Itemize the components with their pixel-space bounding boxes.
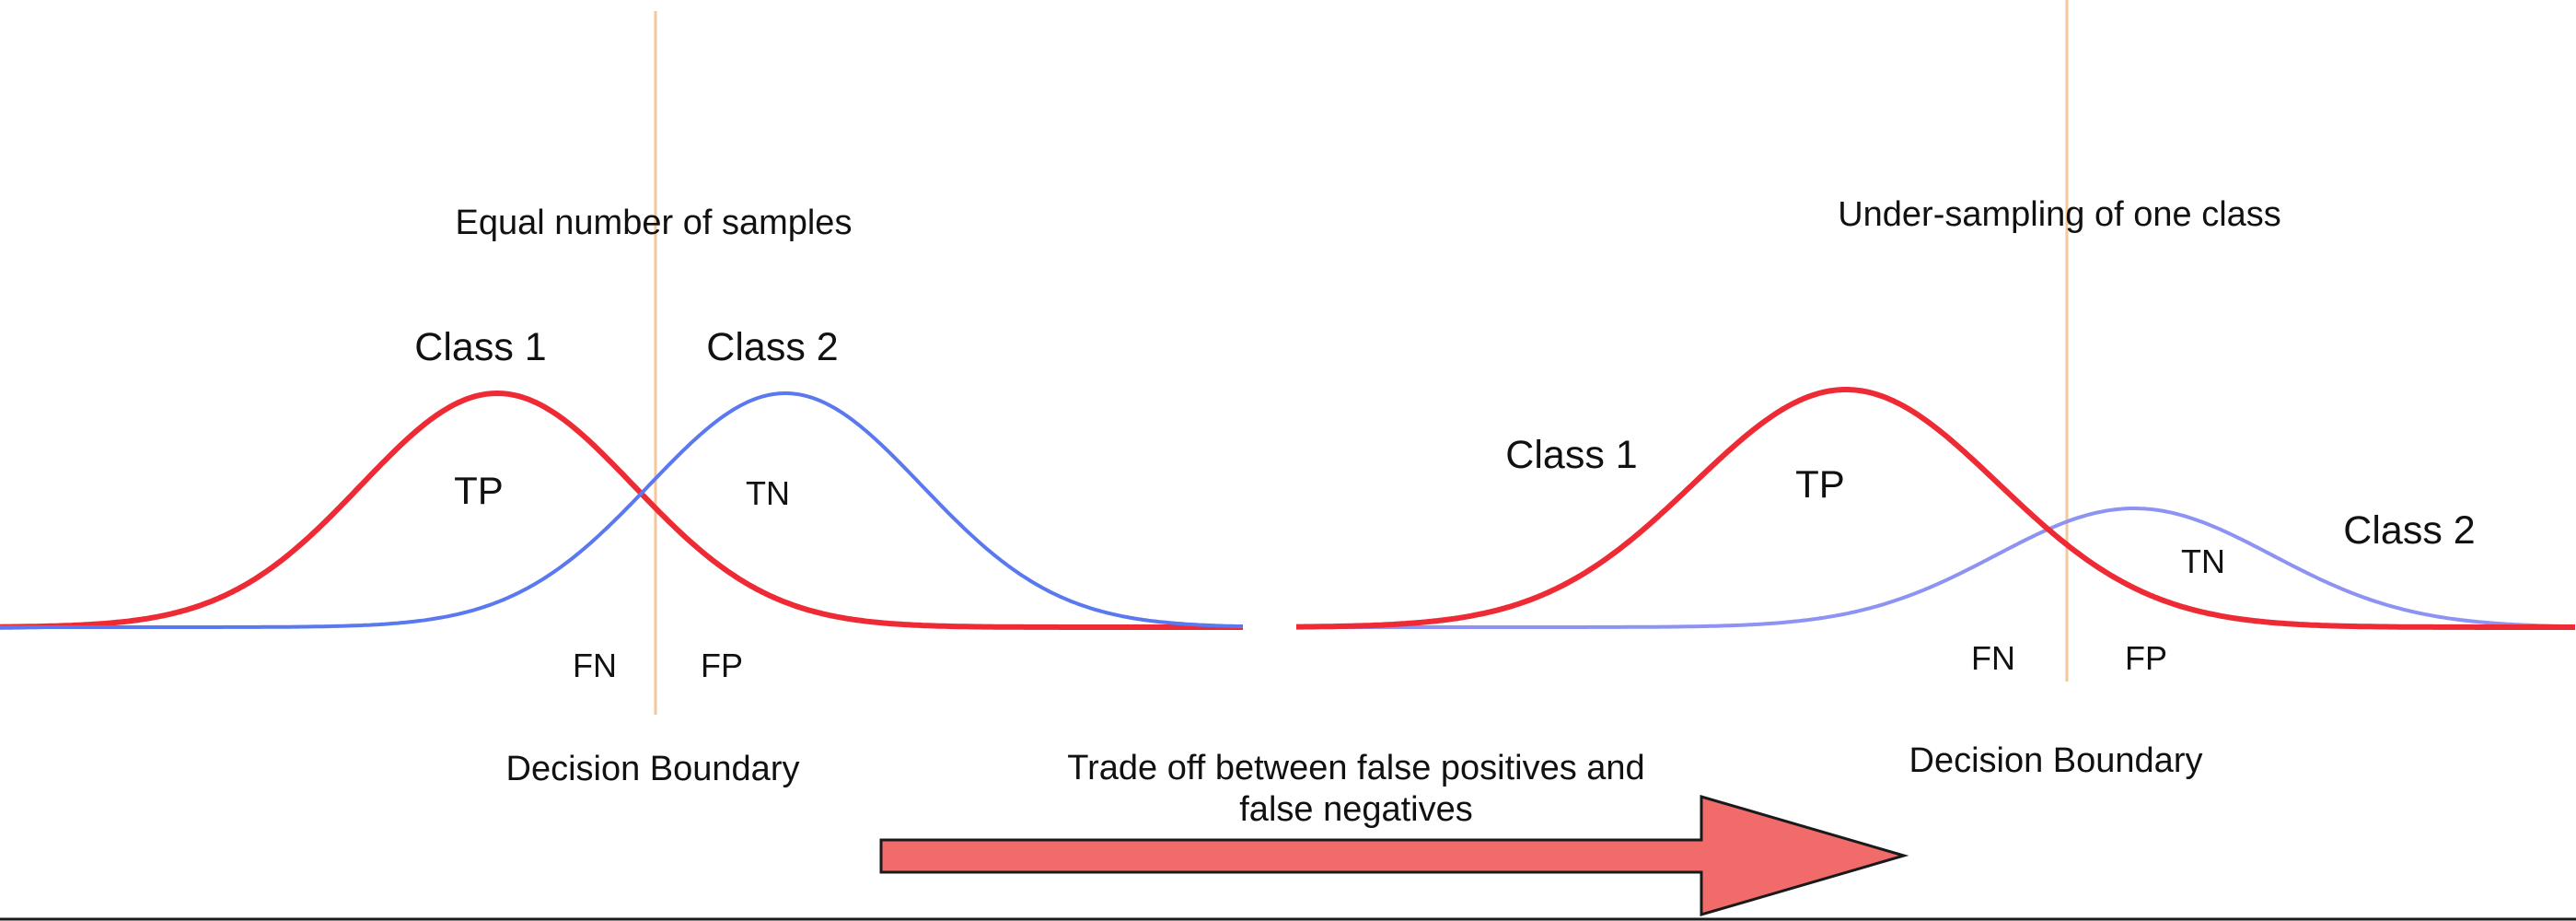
right-fp-label: FP xyxy=(2125,639,2167,677)
right-class2-curve xyxy=(1296,507,2575,629)
left-class1-label: Class 1 xyxy=(414,325,546,369)
left-class2-label: Class 2 xyxy=(706,325,838,369)
left-class1-curve xyxy=(0,390,1243,630)
left-class2-curve xyxy=(0,391,1244,629)
left-fn-label: FN xyxy=(573,647,617,684)
right-tp-label: TP xyxy=(1795,462,1845,506)
left-fp-label: FP xyxy=(701,647,743,684)
right-panel-title: Under-sampling of one class xyxy=(1838,195,2281,234)
left-panel: Equal number of samples Class 1 Class 2 … xyxy=(0,11,1244,788)
right-class1-curve xyxy=(1296,387,2575,630)
right-class1-label: Class 1 xyxy=(1505,433,1637,477)
left-tn-label: TN xyxy=(746,474,790,512)
left-panel-title: Equal number of samples xyxy=(456,204,853,242)
left-tp-label: TP xyxy=(454,469,504,512)
tradeoff-label-line1: Trade off between false positives and xyxy=(1067,749,1644,787)
tradeoff-arrow xyxy=(879,795,1909,916)
right-tn-label: TN xyxy=(2181,542,2225,580)
left-decision-boundary-label: Decision Boundary xyxy=(506,750,800,788)
right-panel: Under-sampling of one class Class 1 Clas… xyxy=(1296,0,2575,780)
tradeoff-label-line2: false negatives xyxy=(1239,790,1473,829)
tradeoff-arrow-group: Trade off between false positives and fa… xyxy=(879,749,1909,916)
right-decision-boundary-label: Decision Boundary xyxy=(1909,741,2203,780)
right-class2-label: Class 2 xyxy=(2343,508,2475,553)
right-fn-label: FN xyxy=(1971,639,2015,677)
